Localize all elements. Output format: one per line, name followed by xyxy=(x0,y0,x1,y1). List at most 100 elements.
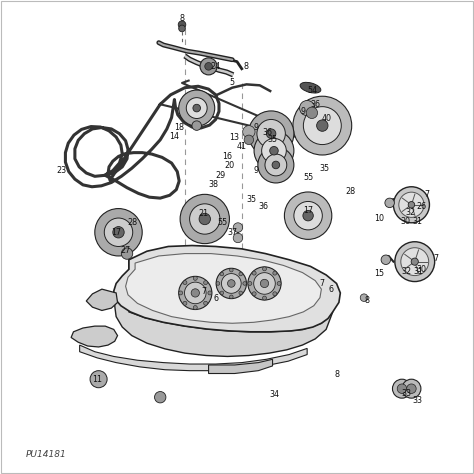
Circle shape xyxy=(408,201,415,208)
Text: 17: 17 xyxy=(111,228,121,237)
Circle shape xyxy=(360,294,368,301)
Circle shape xyxy=(248,267,281,300)
Text: 14: 14 xyxy=(169,132,180,141)
Circle shape xyxy=(220,272,224,276)
Circle shape xyxy=(402,379,421,398)
Text: 32: 32 xyxy=(401,267,412,275)
Circle shape xyxy=(204,281,208,284)
Text: PU14181: PU14181 xyxy=(26,450,67,459)
Circle shape xyxy=(121,248,133,259)
Text: 21: 21 xyxy=(199,209,209,218)
Circle shape xyxy=(270,146,278,155)
Circle shape xyxy=(233,233,243,243)
Circle shape xyxy=(179,276,212,310)
Circle shape xyxy=(306,107,318,118)
Circle shape xyxy=(248,282,252,285)
Circle shape xyxy=(229,295,233,299)
Text: 36: 36 xyxy=(258,202,268,210)
Circle shape xyxy=(204,301,208,305)
Circle shape xyxy=(252,292,256,296)
Circle shape xyxy=(265,154,287,176)
Circle shape xyxy=(193,104,201,112)
Circle shape xyxy=(277,282,281,285)
Text: 26: 26 xyxy=(417,202,427,210)
Text: 37: 37 xyxy=(227,228,237,237)
Text: 11: 11 xyxy=(92,375,102,383)
Circle shape xyxy=(273,292,277,296)
Circle shape xyxy=(155,392,166,403)
Circle shape xyxy=(179,25,185,32)
Text: 28: 28 xyxy=(128,219,138,227)
Circle shape xyxy=(193,306,197,310)
Circle shape xyxy=(244,135,254,145)
Text: 7: 7 xyxy=(201,287,206,296)
Text: 35: 35 xyxy=(246,195,256,203)
Polygon shape xyxy=(114,246,340,332)
Circle shape xyxy=(229,268,233,272)
Circle shape xyxy=(303,107,341,145)
Circle shape xyxy=(260,279,269,288)
Text: 27: 27 xyxy=(120,246,131,255)
Text: 35: 35 xyxy=(319,164,330,173)
Circle shape xyxy=(199,213,210,225)
Circle shape xyxy=(266,129,276,138)
Circle shape xyxy=(393,187,429,223)
Circle shape xyxy=(180,194,229,244)
Text: 10: 10 xyxy=(374,214,384,222)
Circle shape xyxy=(284,192,332,239)
Circle shape xyxy=(385,198,394,208)
Circle shape xyxy=(407,384,416,393)
Polygon shape xyxy=(71,326,118,347)
Text: 32: 32 xyxy=(405,208,415,217)
Circle shape xyxy=(228,280,235,287)
Text: 7: 7 xyxy=(434,254,438,263)
Circle shape xyxy=(200,58,217,75)
Text: 6: 6 xyxy=(328,285,333,293)
Circle shape xyxy=(381,255,391,264)
Circle shape xyxy=(220,291,224,295)
Text: 33: 33 xyxy=(412,396,422,405)
Circle shape xyxy=(252,271,256,275)
Text: 30: 30 xyxy=(400,218,410,226)
Text: 40: 40 xyxy=(322,114,332,123)
Text: 31: 31 xyxy=(413,267,423,275)
Text: 8: 8 xyxy=(365,297,370,305)
Text: 30: 30 xyxy=(417,265,427,273)
Text: 17: 17 xyxy=(303,207,313,215)
Circle shape xyxy=(179,90,215,126)
Circle shape xyxy=(262,138,286,163)
Text: 28: 28 xyxy=(346,188,356,196)
Text: 20: 20 xyxy=(225,162,235,170)
Circle shape xyxy=(273,271,277,275)
Circle shape xyxy=(411,258,419,265)
Circle shape xyxy=(399,192,424,218)
Circle shape xyxy=(303,210,313,221)
Circle shape xyxy=(317,120,328,131)
Circle shape xyxy=(263,296,266,300)
Polygon shape xyxy=(80,345,307,371)
Text: 7: 7 xyxy=(320,279,325,288)
Text: 16: 16 xyxy=(222,152,233,161)
Text: 55: 55 xyxy=(303,173,313,182)
Text: 24: 24 xyxy=(210,62,221,71)
Text: 7: 7 xyxy=(424,190,429,199)
Circle shape xyxy=(190,204,220,234)
Text: 5: 5 xyxy=(230,79,235,87)
Circle shape xyxy=(254,273,275,294)
Text: 9: 9 xyxy=(254,166,258,175)
Circle shape xyxy=(90,371,107,388)
Circle shape xyxy=(233,223,243,232)
Circle shape xyxy=(243,282,246,285)
Text: 29: 29 xyxy=(215,171,226,180)
Polygon shape xyxy=(115,260,333,356)
Circle shape xyxy=(257,119,285,148)
Circle shape xyxy=(294,201,322,230)
Circle shape xyxy=(395,242,435,282)
Circle shape xyxy=(216,268,246,299)
Circle shape xyxy=(397,384,407,393)
Circle shape xyxy=(401,248,428,275)
Text: 33: 33 xyxy=(401,389,412,398)
Text: 31: 31 xyxy=(412,218,422,226)
Circle shape xyxy=(243,126,255,138)
Circle shape xyxy=(183,281,187,284)
